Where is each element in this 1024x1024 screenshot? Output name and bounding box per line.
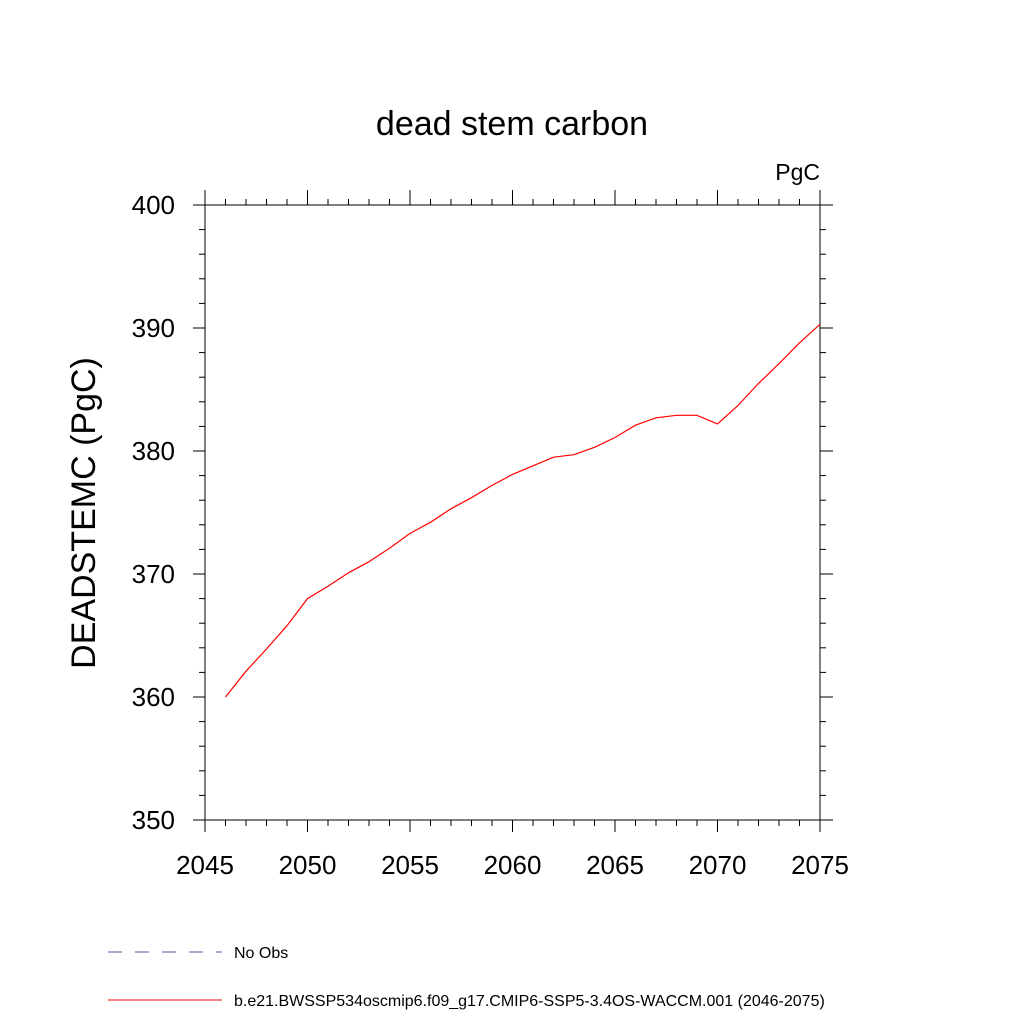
y-tick-label: 360	[132, 682, 175, 712]
plot-frame	[204, 204, 821, 821]
legend-label: No Obs	[234, 945, 288, 962]
x-tick-label: 2060	[484, 850, 542, 880]
y-tick-label: 370	[132, 559, 175, 589]
series-layer	[225, 323, 821, 698]
series-line	[225, 323, 821, 698]
x-tick-label: 2055	[381, 850, 439, 880]
y-tick-label: 400	[132, 190, 175, 220]
legend-label: b.e21.BWSSP534oscmip6.f09_g17.CMIP6-SSP5…	[234, 993, 825, 1010]
units-label: PgC	[775, 159, 820, 185]
y-tick-label: 390	[132, 313, 175, 343]
x-tick-label: 2045	[176, 850, 234, 880]
y-axis-label: DEADSTEMC (PgC)	[65, 357, 103, 669]
y-tick-label: 380	[132, 436, 175, 466]
legend: No Obs b.e21.BWSSP534oscmip6.f09_g17.CMIP…	[108, 945, 825, 1010]
x-tick-label: 2070	[689, 850, 747, 880]
chart-title: dead stem carbon	[376, 105, 648, 143]
x-tick-label: 2075	[791, 850, 849, 880]
x-tick-label: 2065	[586, 850, 644, 880]
axis-ticks: 2045 2050 2055 2060 2065 2070 2075 350 360 370 380…	[132, 190, 849, 880]
y-tick-label: 350	[132, 805, 175, 835]
x-tick-label: 2050	[279, 850, 337, 880]
